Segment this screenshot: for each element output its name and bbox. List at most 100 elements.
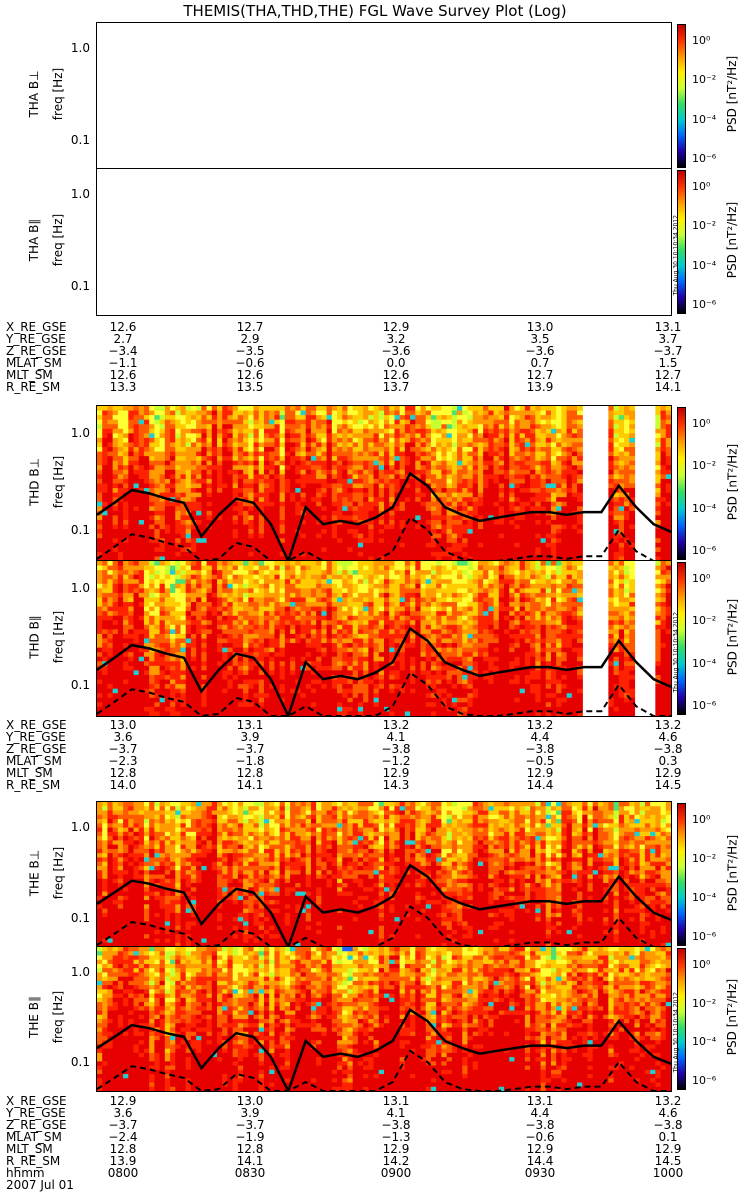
spectrogram-cell xyxy=(331,529,338,535)
spectrogram-cell xyxy=(305,538,312,544)
spectrogram-cell xyxy=(488,469,495,475)
spectrogram-cell xyxy=(545,515,552,521)
spectrogram-cell xyxy=(321,665,328,672)
spectrogram-cell xyxy=(159,633,166,640)
spectrogram-cell xyxy=(123,570,129,576)
spectrogram-cell xyxy=(237,561,244,567)
spectrogram-cell xyxy=(399,519,406,526)
spectrogram-cell xyxy=(660,492,667,498)
spectrogram-cell xyxy=(310,702,317,708)
spectrogram-cell xyxy=(504,465,510,471)
spectrogram-cell xyxy=(112,538,119,544)
spectrogram-cell xyxy=(102,515,109,521)
spectrogram-cell xyxy=(217,597,223,603)
spectrogram-cell xyxy=(248,442,255,448)
spectrogram-cell xyxy=(164,643,171,649)
spectrogram-cell xyxy=(310,542,317,548)
spectrogram-cell xyxy=(556,506,563,512)
spectrogram-cell xyxy=(227,538,234,544)
spectrogram-cell xyxy=(164,638,171,644)
spectrogram-cell xyxy=(337,437,343,444)
spectrogram-cell xyxy=(305,579,312,585)
spectrogram-cell xyxy=(561,488,568,494)
spectrogram-cell xyxy=(316,433,322,439)
spectrogram-cell xyxy=(107,506,114,512)
spectrogram-cell xyxy=(660,415,667,421)
spectrogram-cell xyxy=(102,656,109,662)
spectrogram-cell xyxy=(112,488,119,494)
spectrogram-cell xyxy=(430,506,437,512)
spectrogram-cell xyxy=(133,561,140,567)
spectrogram-cell xyxy=(363,510,369,517)
spectrogram-cell xyxy=(253,665,260,672)
spectrogram-cell xyxy=(123,474,129,480)
spectrogram-cell xyxy=(457,406,463,412)
spectrogram-cell xyxy=(430,456,437,462)
spectrogram-cell xyxy=(316,565,322,571)
spectrogram-cell xyxy=(394,437,401,444)
spectrogram-cell xyxy=(138,424,145,430)
spectrogram-cell xyxy=(170,670,176,676)
spectrogram-cell xyxy=(149,451,155,457)
spectrogram-cell xyxy=(451,542,458,548)
spectrogram-cell xyxy=(170,624,176,630)
spectrogram-cell xyxy=(608,419,615,425)
spectrogram-cell xyxy=(196,524,202,530)
spectrogram-cell xyxy=(211,551,218,558)
spectrogram-cell xyxy=(112,456,119,462)
spectrogram-cell xyxy=(274,592,281,599)
spectrogram-cell xyxy=(138,456,145,462)
spectrogram-cell xyxy=(305,606,312,612)
spectrogram-cell xyxy=(425,478,432,485)
spectrogram-cell xyxy=(196,456,202,462)
spectrogram-cell xyxy=(263,661,270,667)
spectrogram-cell xyxy=(300,561,307,567)
spectrogram-cell xyxy=(404,410,411,416)
spectrogram-cell xyxy=(540,460,547,466)
spectrogram-cell xyxy=(237,538,244,544)
spectrogram-cell xyxy=(196,674,202,681)
spectrogram-cell xyxy=(514,483,521,489)
spectrogram-cell xyxy=(164,661,171,667)
spectrogram-cell xyxy=(404,547,411,553)
spectrogram-cell xyxy=(462,524,469,530)
spectrogram-cell xyxy=(112,702,119,708)
spectrogram-cell xyxy=(467,497,474,503)
spectrogram-cell xyxy=(138,561,145,567)
spectrogram-cell xyxy=(436,519,442,526)
spectrogram-cell xyxy=(618,497,625,503)
spectrogram-cell xyxy=(237,611,244,617)
spectrogram-cell xyxy=(384,524,390,530)
spectrogram-cell xyxy=(373,474,380,480)
spectrogram-cell xyxy=(451,442,458,448)
spectrogram-cell xyxy=(665,551,671,558)
spectrogram-cell xyxy=(227,629,234,635)
spectrogram-cell xyxy=(310,688,317,694)
spectrogram-cell xyxy=(300,602,307,608)
spectrogram-cell xyxy=(467,506,474,512)
spectrogram-cell xyxy=(97,588,103,594)
spectrogram-cell xyxy=(258,706,265,713)
spectrogram-cell xyxy=(97,529,103,535)
spectrogram-cell xyxy=(519,506,526,512)
spectrogram-cell xyxy=(321,697,328,703)
spectrogram-cell xyxy=(300,706,307,713)
spectrogram-cell xyxy=(149,697,155,703)
spectrogram-cell xyxy=(613,492,620,498)
spectrogram-cell xyxy=(394,460,401,466)
spectrogram-cell xyxy=(608,478,615,485)
spectrogram-cell xyxy=(624,460,630,466)
spectrogram-cell xyxy=(467,529,474,535)
spectrogram-cell xyxy=(410,465,416,471)
spectrogram-cell xyxy=(206,406,213,412)
spectrogram-cell xyxy=(483,456,489,462)
spectrogram-cell xyxy=(279,510,286,517)
spectrogram-cell xyxy=(655,406,662,412)
spectrogram-cell xyxy=(248,611,255,617)
spectrogram-cell xyxy=(123,661,129,667)
spectrogram-cell xyxy=(420,451,427,457)
spectrogram-cell xyxy=(305,697,312,703)
spectrogram-cell xyxy=(618,524,625,530)
spectrogram-cell xyxy=(326,483,333,489)
spectrogram-cell xyxy=(415,406,422,412)
